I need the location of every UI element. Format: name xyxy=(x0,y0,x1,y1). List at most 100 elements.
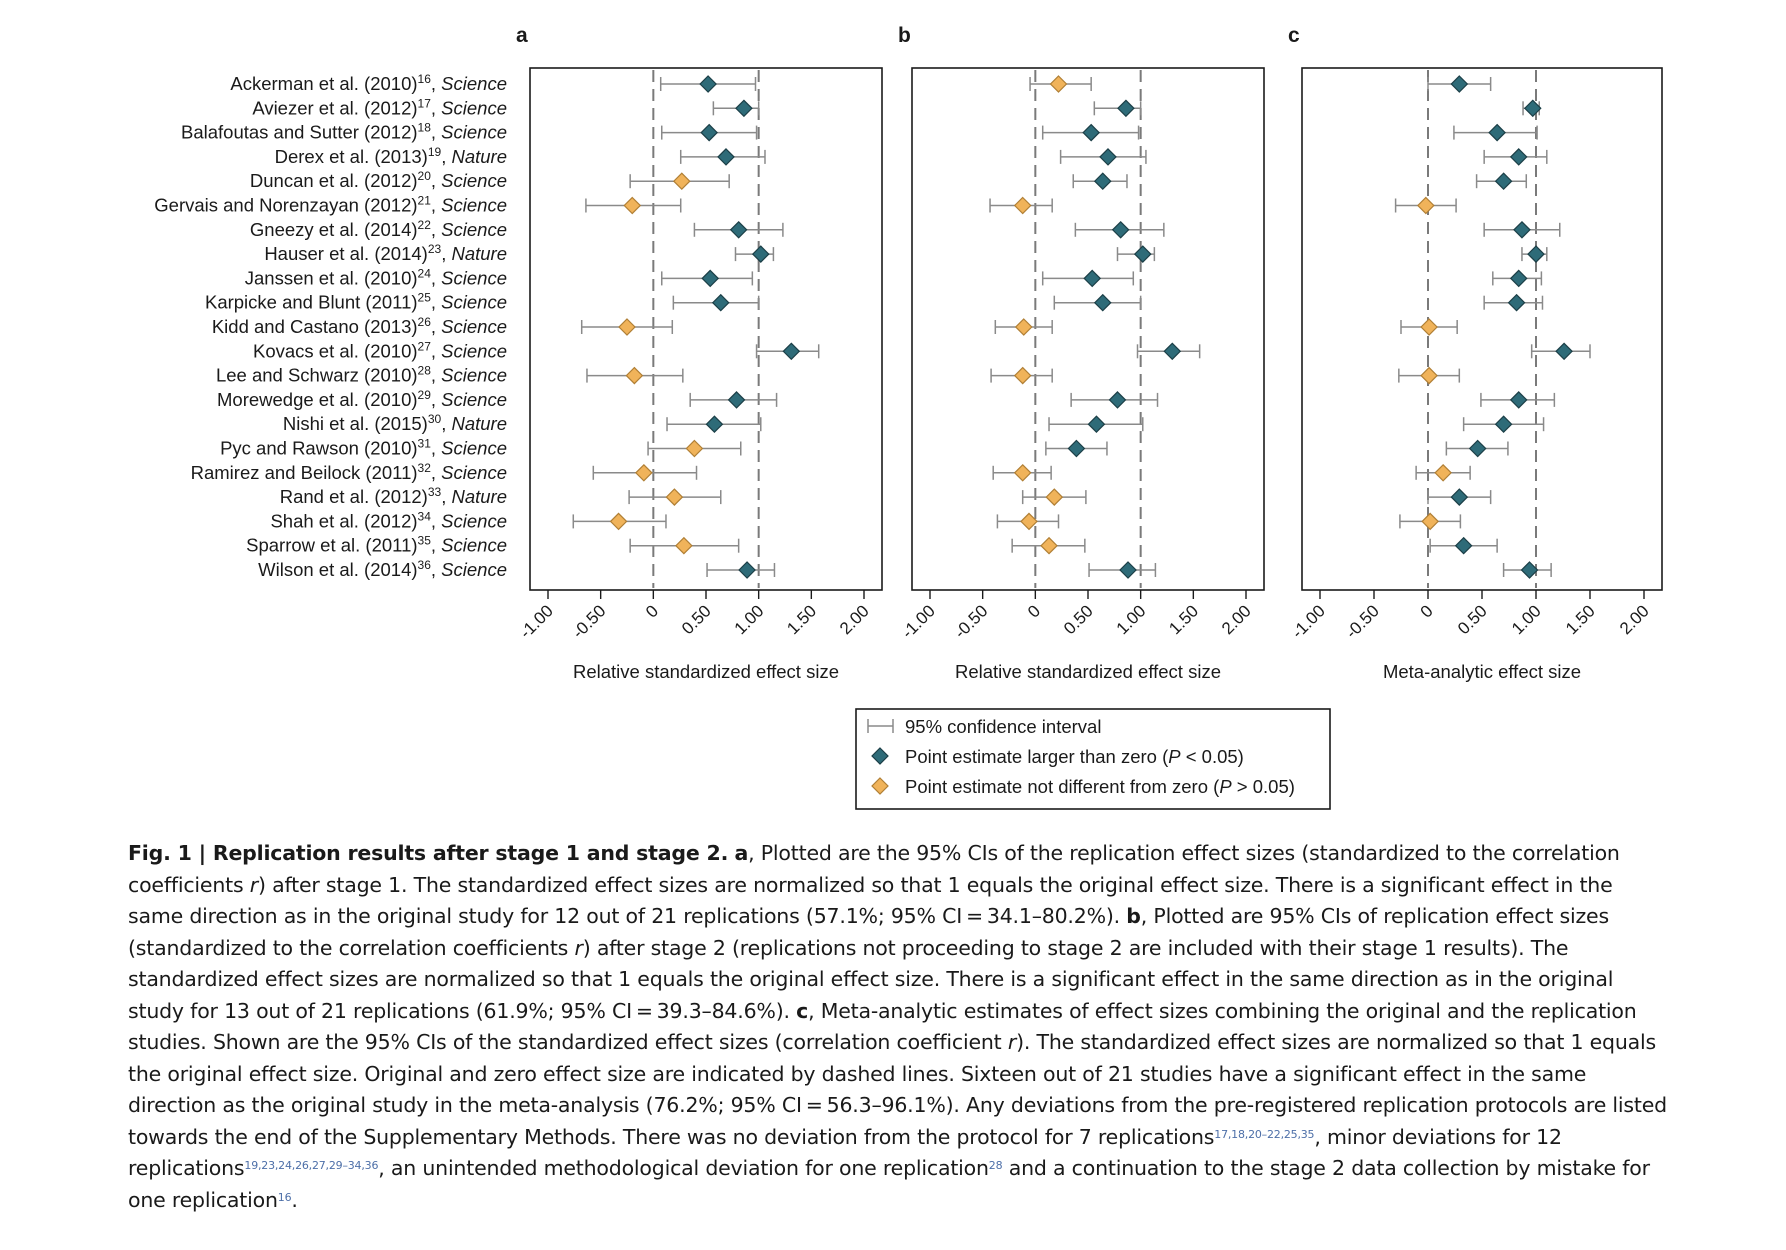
x-tick-label: 0 xyxy=(642,601,662,621)
point-estimate-marker xyxy=(1040,536,1058,555)
point-estimate-marker xyxy=(1523,99,1542,118)
point-estimate-marker xyxy=(1494,415,1513,434)
study-label: Morewedge et al. (2010)29, Science xyxy=(217,388,507,410)
point-estimate-marker xyxy=(1507,293,1526,312)
point-estimate-marker xyxy=(1045,488,1064,506)
point-estimate-marker xyxy=(1434,463,1452,482)
point-estimate-marker xyxy=(1416,196,1435,215)
caption-letter-c: c xyxy=(796,998,809,1023)
point-estimate-marker xyxy=(1119,561,1137,579)
point-estimate-marker xyxy=(618,318,636,336)
x-tick-label: -1.00 xyxy=(898,601,939,642)
point-estimate-marker xyxy=(1013,196,1032,215)
legend-ci-label: 95% confidence interval xyxy=(905,716,1101,737)
x-tick-label: 2.00 xyxy=(1616,601,1653,638)
study-label: Gneezy et al. (2014)22, Science xyxy=(250,218,507,240)
point-estimate-marker xyxy=(705,415,724,434)
legend-ns-label: Point estimate not different from zero (… xyxy=(905,776,1295,797)
point-estimate-marker xyxy=(711,293,730,312)
x-tick-label: -0.50 xyxy=(569,601,610,642)
point-estimate-marker xyxy=(1527,245,1545,263)
x-tick-label: 1.00 xyxy=(1113,601,1150,638)
x-tick-label: 2.00 xyxy=(836,601,873,638)
x-tick-label: -1.00 xyxy=(516,601,557,642)
caption-ref-2[interactable]: 19,23,24,26,27,29–34,36 xyxy=(244,1159,379,1172)
study-label: Kidd and Castano (2013)26, Science xyxy=(212,315,507,337)
point-estimate-marker xyxy=(699,75,717,93)
caption-part7: , minor deviations for 12 replications xyxy=(128,1124,1562,1181)
point-estimate-marker xyxy=(1509,269,1528,288)
study-label: Karpicke and Blunt (2011)25, Science xyxy=(205,291,507,313)
x-tick-label: 1.50 xyxy=(1562,601,1599,638)
panel-letter: b xyxy=(898,24,911,47)
caption-r2: r xyxy=(574,935,583,960)
point-estimate-marker xyxy=(717,148,735,166)
caption-r1: r xyxy=(249,872,258,897)
point-estimate-marker xyxy=(735,99,753,118)
point-estimate-marker xyxy=(1049,75,1068,93)
point-estimate-marker xyxy=(727,391,746,409)
point-estimate-marker xyxy=(1108,391,1127,409)
point-estimate-marker xyxy=(738,561,756,579)
caption-part9: and a continuation to the stage 2 data c… xyxy=(128,1156,1650,1212)
x-tick-label: 0 xyxy=(1417,601,1437,621)
x-axis-title: Relative standardized effect size xyxy=(573,661,839,682)
study-label: Derex et al. (2013)19, Nature xyxy=(275,145,507,167)
point-estimate-marker xyxy=(623,196,642,215)
point-estimate-marker xyxy=(1082,123,1101,142)
point-estimate-marker xyxy=(1133,245,1152,263)
x-tick-label: 2.00 xyxy=(1218,601,1255,638)
figure-caption: Fig. 1 | Replication results after stage… xyxy=(128,838,1668,1216)
point-estimate-marker xyxy=(729,220,748,239)
point-estimate-marker xyxy=(1555,342,1573,361)
x-tick-label: 0.50 xyxy=(1454,601,1491,638)
legend: 95% confidence interval Point estimate la… xyxy=(855,708,1331,810)
x-tick-label: -1.00 xyxy=(1288,601,1329,642)
point-estimate-marker xyxy=(675,536,693,555)
x-axis-title: Meta-analytic effect size xyxy=(1383,661,1581,682)
point-estimate-marker xyxy=(1013,366,1032,385)
point-estimate-marker xyxy=(1509,148,1528,166)
caption-part4: ) after stage 2 (replications not procee… xyxy=(128,935,1614,1023)
point-estimate-marker xyxy=(635,463,653,482)
panel-letter: a xyxy=(516,24,528,47)
point-estimate-marker xyxy=(751,245,770,263)
study-label: Shah et al. (2012)34, Science xyxy=(270,509,507,531)
study-label: Nishi et al. (2015)30, Nature xyxy=(283,412,507,434)
study-label: Janssen et al. (2010)24, Science xyxy=(245,266,507,288)
point-estimate-marker xyxy=(625,366,644,385)
caption-part8: , an unintended methodological deviation… xyxy=(378,1156,989,1180)
study-label: Ramirez and Beilock (2011)32, Science xyxy=(191,461,507,483)
study-label: Pyc and Rawson (2010)31, Science xyxy=(220,437,507,459)
study-label: Kovacs et al. (2010)27, Science xyxy=(253,339,507,361)
point-estimate-marker xyxy=(1020,512,1038,531)
study-label: Gervais and Norenzayan (2012)21, Science xyxy=(154,194,507,216)
point-estimate-marker xyxy=(1488,123,1506,142)
caption-letter-a: a xyxy=(734,841,749,865)
plot-frame xyxy=(911,67,1265,591)
caption-ref-4[interactable]: 16 xyxy=(277,1190,292,1204)
caption-part3: , Plotted are 95% CIs of replication eff… xyxy=(128,904,1609,960)
point-estimate-marker xyxy=(1093,172,1112,191)
x-axis-title: Relative standardized effect size xyxy=(955,661,1221,682)
point-estimate-marker xyxy=(685,439,704,458)
legend-sig-marker xyxy=(871,747,889,765)
point-estimate-marker xyxy=(1083,269,1102,288)
caption-ref-3[interactable]: 28 xyxy=(988,1159,1003,1172)
caption-part10: . xyxy=(291,1187,298,1212)
point-estimate-marker xyxy=(1468,439,1487,458)
point-estimate-marker xyxy=(1067,439,1086,458)
point-estimate-marker xyxy=(1013,463,1032,482)
x-tick-label: -0.50 xyxy=(1342,601,1383,642)
legend-sig-label: Point estimate larger than zero (P < 0.0… xyxy=(905,746,1244,767)
study-label: Hauser et al. (2014)23, Nature xyxy=(264,242,507,264)
point-estimate-marker xyxy=(1093,293,1112,312)
point-estimate-marker xyxy=(1163,342,1182,361)
point-estimate-marker xyxy=(1513,220,1531,239)
caption-fig-label: Fig. 1 | Replication results after stage… xyxy=(128,841,729,865)
caption-part1: , Plotted are the 95% CIs of the replica… xyxy=(128,841,1620,897)
point-estimate-marker xyxy=(1111,220,1130,239)
caption-ref-1[interactable]: 17,18,20–22,25,35 xyxy=(1214,1127,1315,1141)
point-estimate-marker xyxy=(1494,172,1513,191)
panel-a: a -1.00 -0.50 0 0.50 1.00 1.50 2.00 Relative sta… xyxy=(516,24,883,682)
